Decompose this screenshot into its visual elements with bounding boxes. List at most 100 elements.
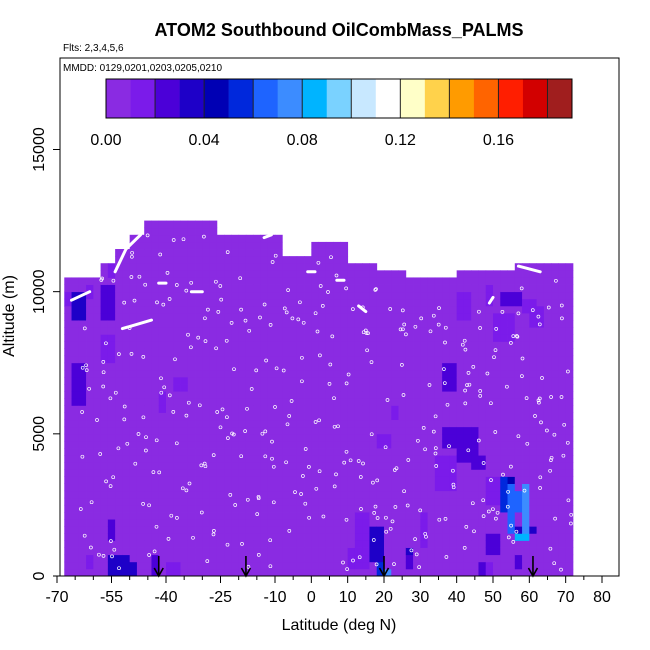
- heatmap-cell: [311, 433, 319, 442]
- heatmap-cell: [536, 440, 545, 449]
- heatmap-cell: [398, 284, 407, 293]
- heatmap-cell: [260, 497, 269, 506]
- heatmap-cell: [216, 547, 225, 556]
- heatmap-cell: [369, 376, 378, 385]
- heatmap-cell: [253, 526, 261, 534]
- heatmap-cell: [231, 519, 240, 527]
- heatmap-cell: [333, 398, 341, 406]
- heatmap-cell: [107, 568, 116, 577]
- observation-point: [434, 464, 439, 468]
- heatmap-cell: [369, 497, 378, 506]
- observation-point: [369, 432, 374, 437]
- heatmap-cell: [224, 426, 232, 435]
- heatmap-cell: [267, 497, 276, 506]
- heatmap-cell: [420, 398, 428, 406]
- heatmap-cell: [253, 305, 261, 314]
- observation-point: [211, 453, 216, 457]
- heatmap-cell: [224, 483, 232, 492]
- heatmap-cell: [187, 426, 196, 435]
- heatmap-cell: [420, 455, 428, 463]
- heatmap-cell: [253, 284, 261, 293]
- heatmap-cell: [282, 483, 290, 492]
- heatmap-cell: [434, 412, 443, 421]
- heatmap-cell: [369, 526, 378, 534]
- heatmap-cell: [333, 291, 341, 300]
- heatmap-cell: [311, 426, 319, 435]
- heatmap-cell: [267, 440, 276, 449]
- heatmap-cell: [173, 561, 181, 570]
- heatmap-cell: [195, 476, 203, 484]
- heatmap-cell: [173, 227, 181, 236]
- heatmap-cell: [333, 440, 341, 449]
- heatmap-cell: [253, 426, 261, 435]
- heatmap-cell: [311, 270, 319, 278]
- heatmap-cell: [107, 448, 116, 456]
- heatmap-cell: [78, 476, 87, 484]
- heatmap-cell: [471, 568, 479, 577]
- heatmap-cell: [354, 284, 363, 293]
- heatmap-cell: [340, 554, 349, 563]
- heatmap-cell: [463, 490, 472, 499]
- heatmap-cell: [144, 483, 152, 492]
- heatmap-cell: [129, 234, 138, 243]
- heatmap-cell: [144, 312, 152, 321]
- heatmap-cell: [471, 327, 479, 335]
- observation-point: [243, 318, 248, 323]
- heatmap-cell: [369, 440, 378, 449]
- heatmap-cell: [449, 320, 458, 328]
- heatmap-cell: [224, 341, 232, 349]
- heatmap-cell: [384, 483, 392, 492]
- heatmap-cell: [64, 312, 72, 321]
- observation-point: [296, 317, 301, 322]
- heatmap-cell: [195, 305, 203, 314]
- heatmap-cell: [144, 220, 152, 229]
- heatmap-cell: [347, 263, 356, 271]
- observation-point: [519, 286, 524, 291]
- heatmap-cell: [522, 291, 530, 300]
- heatmap-cell: [325, 291, 334, 300]
- heatmap-cell: [296, 448, 305, 456]
- heatmap-cell: [115, 355, 123, 364]
- heatmap-cell: [144, 355, 152, 364]
- heatmap-cell: [78, 547, 87, 556]
- heatmap-cell: [238, 241, 247, 250]
- colorbar-swatch: [155, 79, 180, 118]
- heatmap-cell: [500, 440, 508, 449]
- heatmap-cell: [158, 497, 167, 506]
- heatmap-cell: [369, 462, 378, 470]
- heatmap-cell: [209, 227, 218, 236]
- heatmap-cell: [376, 284, 385, 293]
- heatmap-cell: [253, 270, 261, 278]
- heatmap-cell: [71, 284, 80, 293]
- heatmap-cell: [122, 327, 131, 335]
- heatmap-cell: [391, 348, 399, 357]
- heatmap-cell: [187, 455, 196, 463]
- heatmap-cell: [551, 455, 559, 463]
- heatmap-cell: [260, 561, 269, 570]
- heatmap-cell: [449, 561, 458, 570]
- heatmap-cell: [529, 426, 537, 435]
- heatmap-cell: [289, 348, 298, 357]
- heatmap-cell: [340, 433, 349, 442]
- heatmap-cell: [318, 405, 327, 413]
- x-tick-label: 60: [520, 589, 538, 606]
- observation-point: [282, 306, 287, 311]
- heatmap-cell: [514, 419, 523, 428]
- observation-point: [553, 516, 557, 521]
- heatmap-cell: [398, 398, 407, 406]
- heatmap-cell: [151, 270, 160, 278]
- heatmap-cell: [144, 334, 152, 342]
- heatmap-cell: [551, 334, 559, 342]
- heatmap-cell: [551, 561, 559, 570]
- heatmap-cell: [202, 348, 210, 357]
- observation-point: [361, 461, 365, 466]
- heatmap-cell: [195, 504, 203, 513]
- heatmap-cell: [405, 448, 414, 456]
- heatmap-cell: [129, 483, 138, 492]
- observation-point: [186, 332, 190, 337]
- heatmap-cell: [391, 512, 399, 520]
- heatmap-cell: [275, 497, 283, 506]
- heatmap-cell: [369, 298, 378, 307]
- heatmap-cell: [376, 277, 385, 285]
- observation-point: [537, 400, 541, 405]
